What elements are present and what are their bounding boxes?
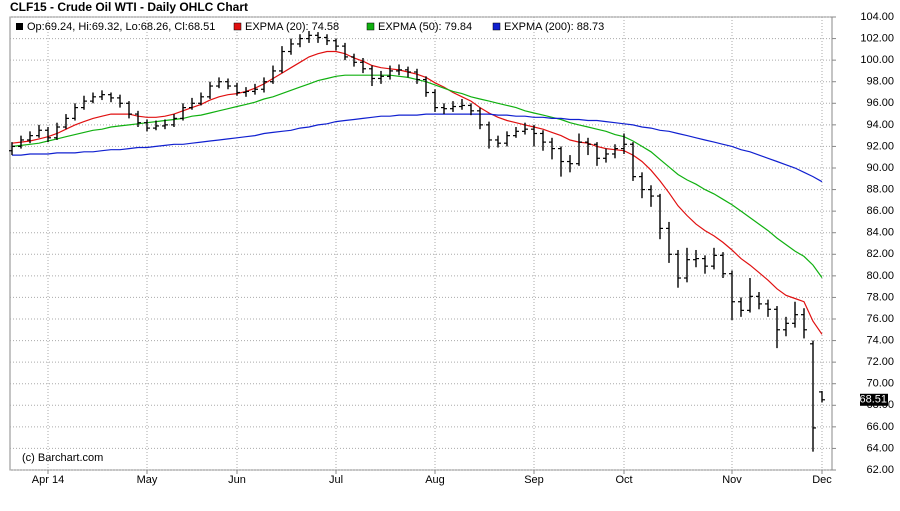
y-tick-label: 62.00 — [866, 464, 894, 476]
legend-swatch — [16, 23, 23, 30]
x-tick-label: Jun — [228, 474, 246, 486]
y-tick-label: 96.00 — [866, 97, 894, 109]
y-tick-label: 94.00 — [866, 119, 894, 131]
ema-line — [12, 113, 823, 183]
y-tick-label: 98.00 — [866, 76, 894, 88]
last-value-label: 68.51 — [859, 394, 887, 406]
last-value-box — [860, 393, 888, 406]
legend-label: EXPMA (20): 74.58 — [245, 21, 339, 33]
y-tick-label: 92.00 — [866, 140, 894, 152]
credit: (c) Barchart.com — [22, 452, 103, 464]
legend-swatch — [366, 22, 375, 31]
y-tick-label: 86.00 — [866, 205, 894, 217]
x-tick-label: Dec — [812, 474, 832, 486]
legend-swatch — [233, 22, 242, 31]
y-tick-label: 64.00 — [866, 442, 894, 454]
legend-label: EXPMA (200): 88.73 — [504, 21, 604, 33]
y-tick-label: 78.00 — [866, 291, 894, 303]
x-tick-label: Jul — [329, 474, 343, 486]
y-tick-label: 80.00 — [866, 270, 894, 282]
y-tick-label: 88.00 — [866, 183, 894, 195]
y-tick-label: 76.00 — [866, 313, 894, 325]
y-tick-label: 72.00 — [866, 356, 894, 368]
y-tick-label: 102.00 — [860, 32, 894, 44]
y-tick-label: 104.00 — [860, 11, 894, 23]
y-tick-label: 84.00 — [866, 227, 894, 239]
y-tick-label: 70.00 — [866, 378, 894, 390]
legend-label: EXPMA (50): 79.84 — [378, 21, 472, 33]
x-tick-label: Aug — [425, 474, 445, 486]
x-tick-label: May — [137, 474, 158, 486]
y-tick-label: 100.00 — [860, 54, 894, 66]
y-tick-label: 66.00 — [866, 421, 894, 433]
x-tick-label: Oct — [615, 474, 632, 486]
legend-label: Op:69.24, Hi:69.32, Lo:68.26, Cl:68.51 — [27, 21, 215, 33]
x-tick-label: Nov — [722, 474, 742, 486]
y-tick-label: 82.00 — [866, 248, 894, 260]
chart-title: CLF15 - Crude Oil WTI - Daily OHLC Chart — [10, 0, 248, 14]
plot-frame — [9, 16, 833, 471]
y-tick-label: 90.00 — [866, 162, 894, 174]
legend-swatch — [492, 22, 501, 31]
y-tick-label: 74.00 — [866, 334, 894, 346]
x-tick-label: Apr 14 — [32, 474, 64, 486]
x-tick-label: Sep — [524, 474, 544, 486]
